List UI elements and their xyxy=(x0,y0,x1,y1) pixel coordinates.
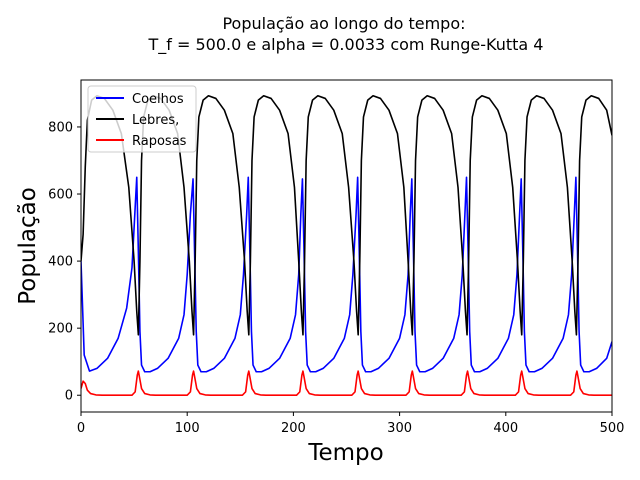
y-tick-label: 200 xyxy=(48,322,73,337)
x-tick-label: 500 xyxy=(600,421,625,436)
legend-label-lebres: Lebres, xyxy=(132,113,179,128)
y-tick-label: 400 xyxy=(48,255,73,270)
x-axis: 0 100 200 300 400 500 xyxy=(77,412,625,436)
plot-frame xyxy=(80,79,613,413)
legend: Coelhos Lebres, Raposas xyxy=(87,85,197,153)
y-axis: 0 200 400 600 800 xyxy=(48,120,81,404)
x-tick-label: 300 xyxy=(387,421,412,436)
chart-title: População ao longo do tempo: xyxy=(222,14,465,33)
x-axis-label: Tempo xyxy=(307,440,383,466)
y-tick-label: 800 xyxy=(48,120,73,135)
x-tick-label: 0 xyxy=(77,421,85,436)
x-tick-label: 200 xyxy=(281,421,306,436)
chart-subtitle: T_f = 500.0 e alpha = 0.0033 com Runge-K… xyxy=(148,35,544,55)
legend-label-coelhos: Coelhos xyxy=(132,92,184,107)
legend-frame xyxy=(87,85,197,153)
legend-label-raposas: Raposas xyxy=(132,134,187,149)
x-tick-label: 400 xyxy=(493,421,518,436)
x-tick-label: 100 xyxy=(175,421,200,436)
y-axis-label: População xyxy=(15,187,41,305)
y-tick-label: 0 xyxy=(65,389,73,404)
y-tick-label: 600 xyxy=(48,188,73,203)
series-line-raposas xyxy=(81,370,612,397)
series-line-coelhos xyxy=(81,176,612,373)
